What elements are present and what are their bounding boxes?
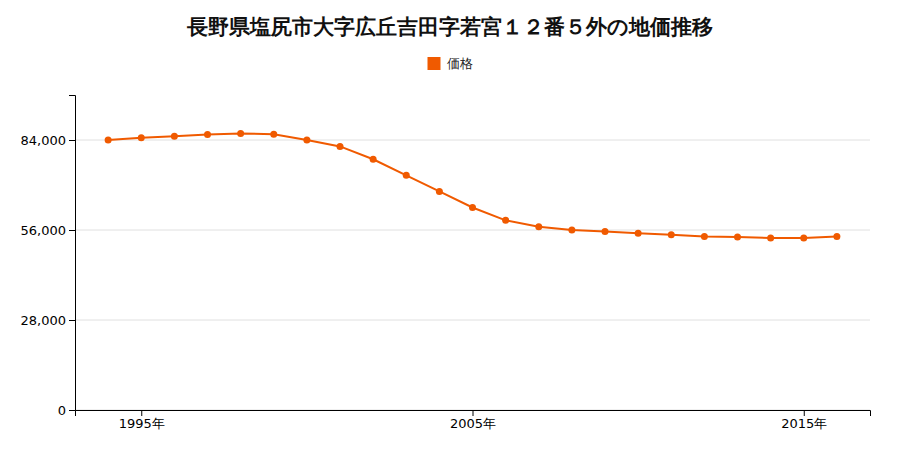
grid-line: [75, 320, 870, 321]
point: [337, 143, 344, 150]
grid-line: [75, 230, 870, 231]
point: [701, 233, 708, 240]
point: [568, 227, 575, 234]
plot: 1995年 2005年 2015年 0 28,000 56,000 84,000: [21, 96, 871, 432]
line: [108, 134, 837, 238]
point: [370, 156, 377, 163]
x-axis-line: [76, 411, 871, 417]
y-tick-mark: [69, 230, 75, 231]
point: [502, 217, 509, 224]
point: [734, 234, 741, 241]
legend: 価格: [428, 56, 473, 71]
grid: [75, 140, 870, 410]
point: [138, 134, 145, 141]
y-tick-label: 28,000: [21, 313, 67, 328]
point: [105, 137, 112, 144]
point: [469, 204, 476, 211]
point: [635, 230, 642, 237]
y-tick-mark: [69, 140, 75, 141]
y-tick-label: 84,000: [21, 133, 67, 148]
chart: 長野県塩尻市大字広丘吉田字若宮１２番５外の地価推移 1995年 2005年 2015年…: [0, 0, 900, 450]
y-tick: 0: [58, 403, 75, 418]
point: [668, 231, 675, 238]
point: [800, 235, 807, 242]
legend-label: 価格: [447, 56, 473, 71]
y-axis-line: [69, 96, 76, 411]
y-tick: 28,000: [21, 313, 76, 328]
x-tick: 2005年: [450, 410, 496, 431]
x-tick-mark: [804, 410, 805, 416]
point: [436, 188, 443, 195]
y-tick-label: 56,000: [21, 223, 67, 238]
x-tick-mark: [473, 410, 474, 416]
y-tick: 84,000: [21, 133, 76, 148]
data: [105, 130, 841, 241]
x-tick-label: 2005年: [450, 416, 496, 431]
y-axis: 0 28,000 56,000 84,000: [21, 96, 76, 418]
x-tick: 1995年: [119, 410, 165, 431]
y-tick: 56,000: [21, 223, 76, 238]
title: 長野県塩尻市大字広丘吉田字若宮１２番５外の地価推移: [186, 15, 713, 39]
x-tick-label: 1995年: [119, 416, 165, 431]
x-axis: 1995年 2005年 2015年: [76, 410, 871, 431]
legend-swatch: [428, 57, 441, 70]
point: [204, 131, 211, 138]
point: [535, 223, 542, 230]
point: [303, 137, 310, 144]
y-tick-mark: [69, 320, 75, 321]
point: [237, 130, 244, 137]
grid-line: [75, 140, 870, 141]
point: [270, 131, 277, 138]
y-tick-label: 0: [58, 403, 66, 418]
point: [403, 172, 410, 179]
y-tick-mark: [69, 410, 75, 411]
point: [171, 133, 178, 140]
point: [767, 235, 774, 242]
x-tick-label: 2015年: [781, 416, 827, 431]
x-tick: 2015年: [781, 410, 827, 431]
point: [833, 233, 840, 240]
x-tick-mark: [141, 410, 142, 416]
point: [602, 228, 609, 235]
legend-item: 価格: [428, 56, 473, 71]
